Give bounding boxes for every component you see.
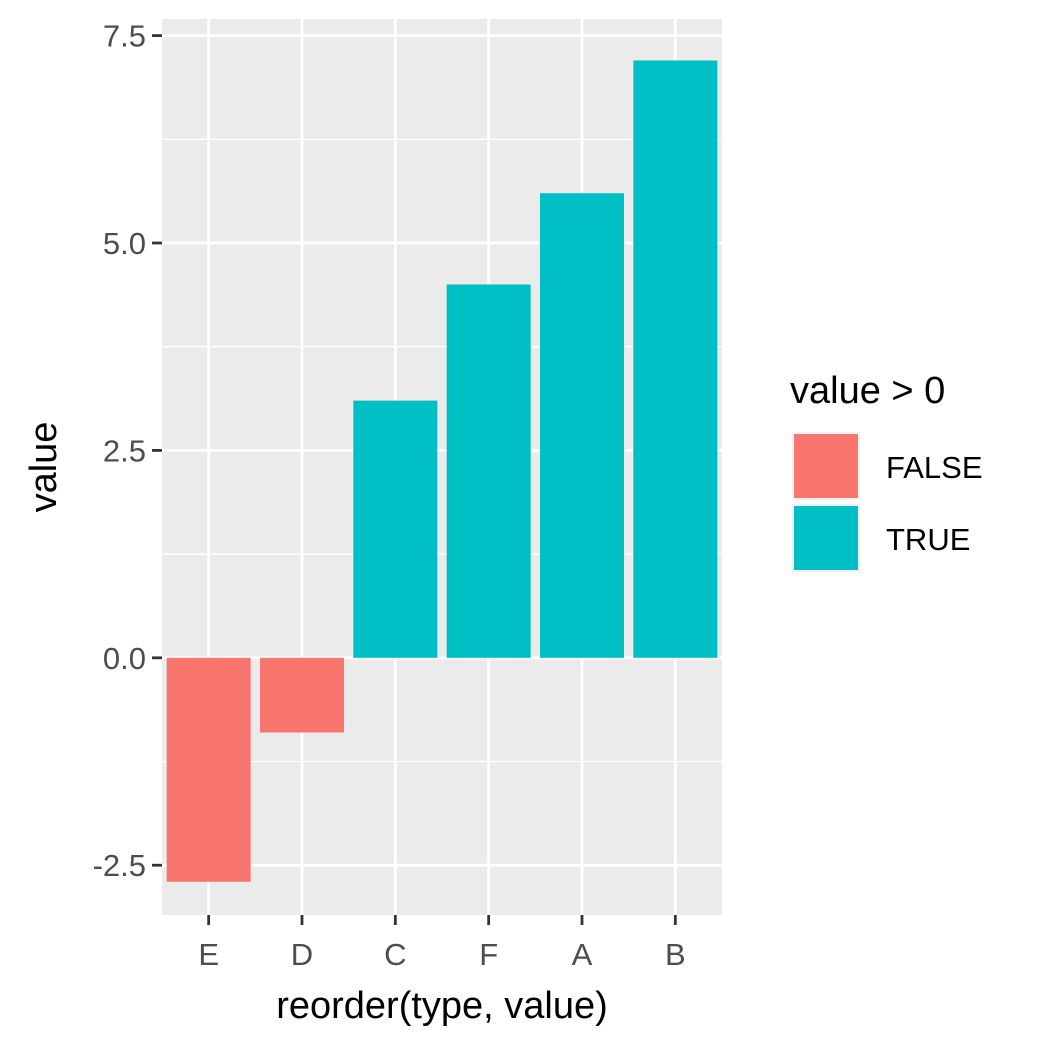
- y-axis: -2.5 0.0 2.5 5.0 7.5: [93, 19, 162, 883]
- bar-a: [540, 193, 624, 658]
- x-tick-label: C: [384, 937, 406, 972]
- legend: value > 0 FALSE TRUE: [790, 370, 983, 572]
- x-axis-title: reorder(type, value): [276, 985, 608, 1027]
- y-tick-label: 2.5: [103, 433, 146, 468]
- legend-label-true: TRUE: [886, 522, 970, 557]
- bar-c: [353, 400, 438, 658]
- bars: [166, 60, 718, 882]
- y-tick-label: -2.5: [93, 848, 146, 883]
- legend-key-false: [794, 434, 858, 498]
- plot-panel: [162, 19, 722, 915]
- legend-key-true: [794, 506, 858, 570]
- legend-label-false: FALSE: [886, 450, 983, 485]
- bar-e: [166, 657, 251, 882]
- bar-d: [260, 657, 344, 733]
- y-tick-label: 7.5: [103, 19, 146, 54]
- legend-title: value > 0: [790, 370, 945, 412]
- grid-minor: [162, 138, 722, 763]
- x-tick-label: E: [198, 937, 219, 972]
- y-tick-label: 0.0: [103, 641, 146, 676]
- x-tick-label: D: [291, 937, 313, 972]
- x-tick-label: B: [665, 937, 686, 972]
- legend-entries: FALSE TRUE: [792, 432, 983, 572]
- y-axis-title: value: [23, 422, 65, 513]
- bar-b: [633, 60, 718, 658]
- y-tick-label: 5.0: [103, 226, 146, 261]
- x-tick-label: A: [572, 937, 593, 972]
- x-tick-label: F: [479, 937, 498, 972]
- bar-f: [446, 284, 531, 658]
